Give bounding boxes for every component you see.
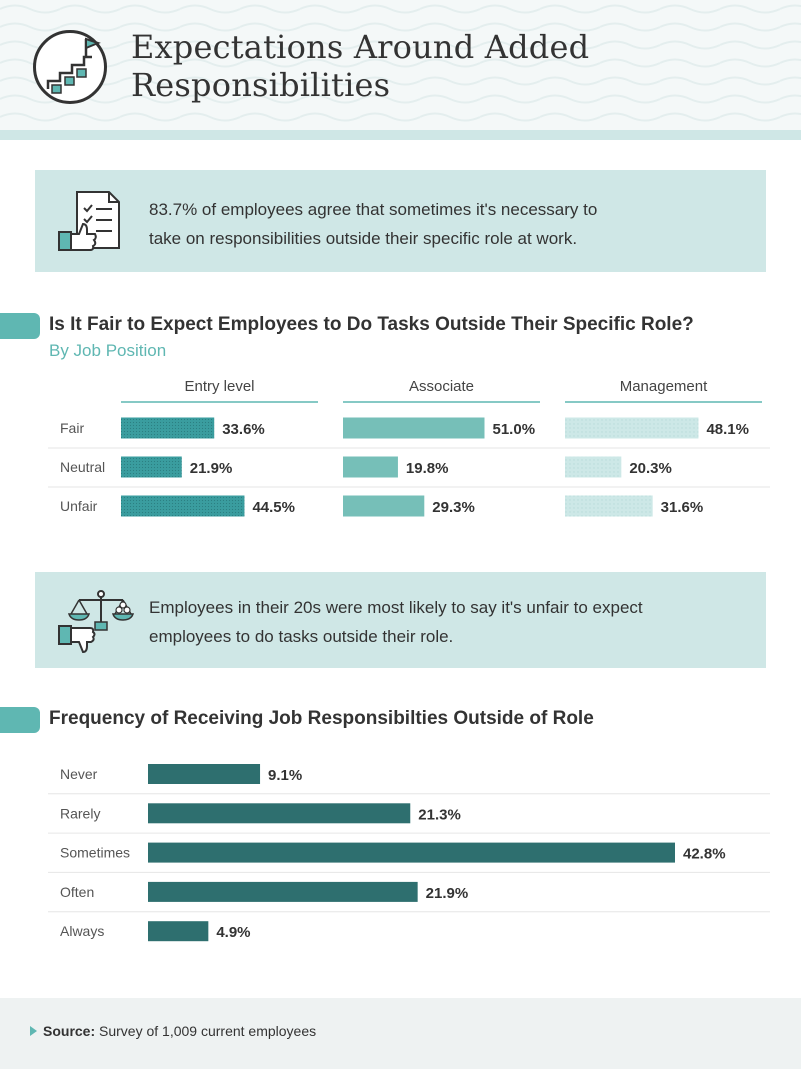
- source-label: Source:: [43, 1023, 96, 1039]
- category-label-never: Never: [60, 766, 98, 782]
- page-title-line1: Expectations Around Added: [131, 28, 590, 66]
- frequency-chart-title: Frequency of Receiving Job Responsibilti…: [49, 708, 594, 729]
- category-label-always: Always: [60, 923, 104, 939]
- bar-management-fair: [565, 417, 699, 439]
- section-tab-fairness: [0, 313, 40, 339]
- callout-stat-line1: 83.7% of employees agree that sometimes …: [149, 200, 598, 219]
- frequency-chart: Never 9.1% Rarely 21.3% Sometimes 42.8% Often 2…: [48, 764, 770, 942]
- bar-sometimes: [148, 842, 675, 863]
- checklist-thumbs-up-icon: [58, 191, 120, 251]
- bar-often: [148, 881, 418, 902]
- series-header-entry-level: Entry level: [184, 378, 254, 395]
- data-label-associate-neutral: 19.8%: [406, 460, 449, 477]
- callout-age-line2: employees to do tasks outside their role…: [149, 627, 454, 646]
- data-label-rarely: 21.3%: [418, 806, 461, 823]
- data-label-associate-fair: 51.0%: [493, 421, 536, 438]
- triangle-bullet-icon: [30, 1026, 37, 1036]
- stairs-flag-checkmark-icon: [33, 30, 107, 104]
- header-stripe: [0, 130, 801, 140]
- data-label-management-neutral: 20.3%: [629, 460, 672, 477]
- header: Expectations Around Added Responsibiliti…: [0, 0, 801, 140]
- bar-always: [148, 921, 209, 942]
- callout-age-line1: Employees in their 20s were most likely …: [149, 598, 643, 617]
- bar-entry-level-fair: [121, 417, 215, 439]
- data-label-always: 4.9%: [216, 924, 250, 941]
- callout-stat-text: 83.7% of employees agree that sometimes …: [149, 195, 597, 253]
- bar-entry-level-neutral: [121, 456, 182, 478]
- data-label-entry-level-unfair: 44.5%: [252, 499, 295, 516]
- section-tab-frequency: [0, 707, 40, 733]
- bar-management-unfair: [565, 495, 653, 517]
- page-title-line2: Responsibilities: [131, 66, 391, 104]
- bar-associate-neutral: [343, 456, 398, 478]
- category-label-fair: Fair: [60, 420, 84, 436]
- category-label-neutral: Neutral: [60, 459, 105, 475]
- category-label-often: Often: [60, 884, 94, 900]
- data-label-management-fair: 48.1%: [706, 421, 749, 438]
- category-label-sometimes: Sometimes: [60, 845, 130, 861]
- data-label-sometimes: 42.8%: [683, 846, 726, 863]
- fairness-chart-subtitle: By Job Position: [49, 341, 167, 360]
- data-label-management-unfair: 31.6%: [661, 499, 704, 516]
- source-text: Survey of 1,009 current employees: [99, 1023, 317, 1039]
- data-label-entry-level-fair: 33.6%: [222, 421, 265, 438]
- bar-never: [148, 764, 261, 784]
- footer: Source: Survey of 1,009 current employee…: [0, 998, 801, 1069]
- category-label-rarely: Rarely: [60, 805, 100, 821]
- callout-age-text: Employees in their 20s were most likely …: [149, 593, 643, 651]
- category-label-unfair: Unfair: [60, 498, 98, 514]
- callout-age: Employees in their 20s were most likely …: [35, 572, 766, 668]
- data-label-often: 21.9%: [426, 885, 469, 902]
- bar-entry-level-unfair: [121, 495, 245, 517]
- bar-management-neutral: [565, 456, 622, 478]
- series-header-management: Management: [620, 378, 708, 395]
- wave-pattern: [0, 0, 801, 130]
- data-label-associate-unfair: 29.3%: [432, 499, 475, 516]
- data-label-entry-level-neutral: 21.9%: [190, 460, 233, 477]
- data-label-never: 9.1%: [268, 767, 302, 784]
- series-header-associate: Associate: [409, 378, 474, 395]
- bar-associate-unfair: [343, 495, 425, 517]
- source-note: Source: Survey of 1,009 current employee…: [43, 1023, 316, 1039]
- bar-associate-fair: [343, 417, 485, 439]
- scale-thumbs-down-icon: [58, 590, 135, 654]
- fairness-chart-title: Is It Fair to Expect Employees to Do Tas…: [49, 314, 694, 335]
- bar-rarely: [148, 803, 411, 824]
- fairness-chart: Fair Neutral Unfair Entry level 33.6% 21.9% 44…: [48, 378, 770, 517]
- callout-stat: 83.7% of employees agree that sometimes …: [35, 170, 766, 272]
- callout-stat-line2: take on responsibilities outside their s…: [149, 229, 578, 248]
- page-title: Expectations Around Added Responsibiliti…: [131, 28, 589, 104]
